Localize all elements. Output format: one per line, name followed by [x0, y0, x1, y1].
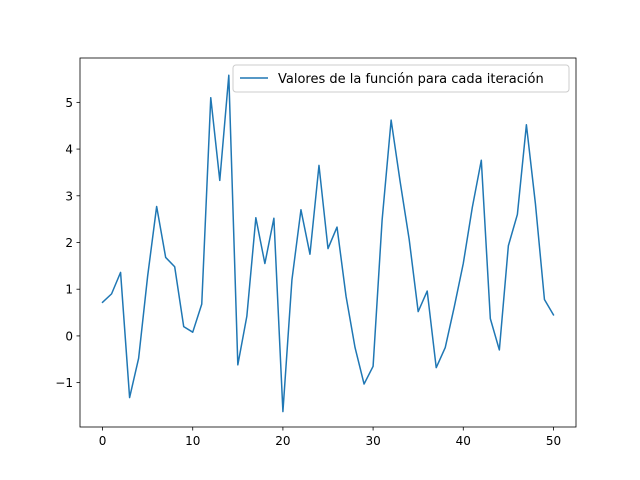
x-tick-label: 30 [365, 434, 380, 448]
x-tick-label: 40 [456, 434, 471, 448]
x-axis: 0 10 20 30 40 50 [99, 427, 561, 448]
y-tick-label: 3 [65, 189, 73, 203]
legend-label: Valores de la función para cada iteració… [278, 72, 544, 87]
x-tick-label: 0 [99, 434, 107, 448]
y-tick-label: 0 [65, 329, 73, 343]
legend: Valores de la función para cada iteració… [232, 64, 570, 93]
series-layer [101, 74, 555, 413]
series-line [101, 74, 555, 413]
y-tick-label: 1 [65, 283, 73, 297]
y-axis: −1 0 1 2 3 4 5 [55, 96, 80, 390]
x-tick-label: 50 [546, 434, 561, 448]
x-tick-label: 10 [185, 434, 200, 448]
y-tick-label: 2 [65, 236, 73, 250]
y-tick-label: −1 [55, 376, 73, 390]
legend-box [232, 64, 570, 93]
y-tick-label: 4 [65, 143, 73, 157]
y-tick-label: 5 [65, 96, 73, 110]
x-tick-label: 20 [275, 434, 290, 448]
